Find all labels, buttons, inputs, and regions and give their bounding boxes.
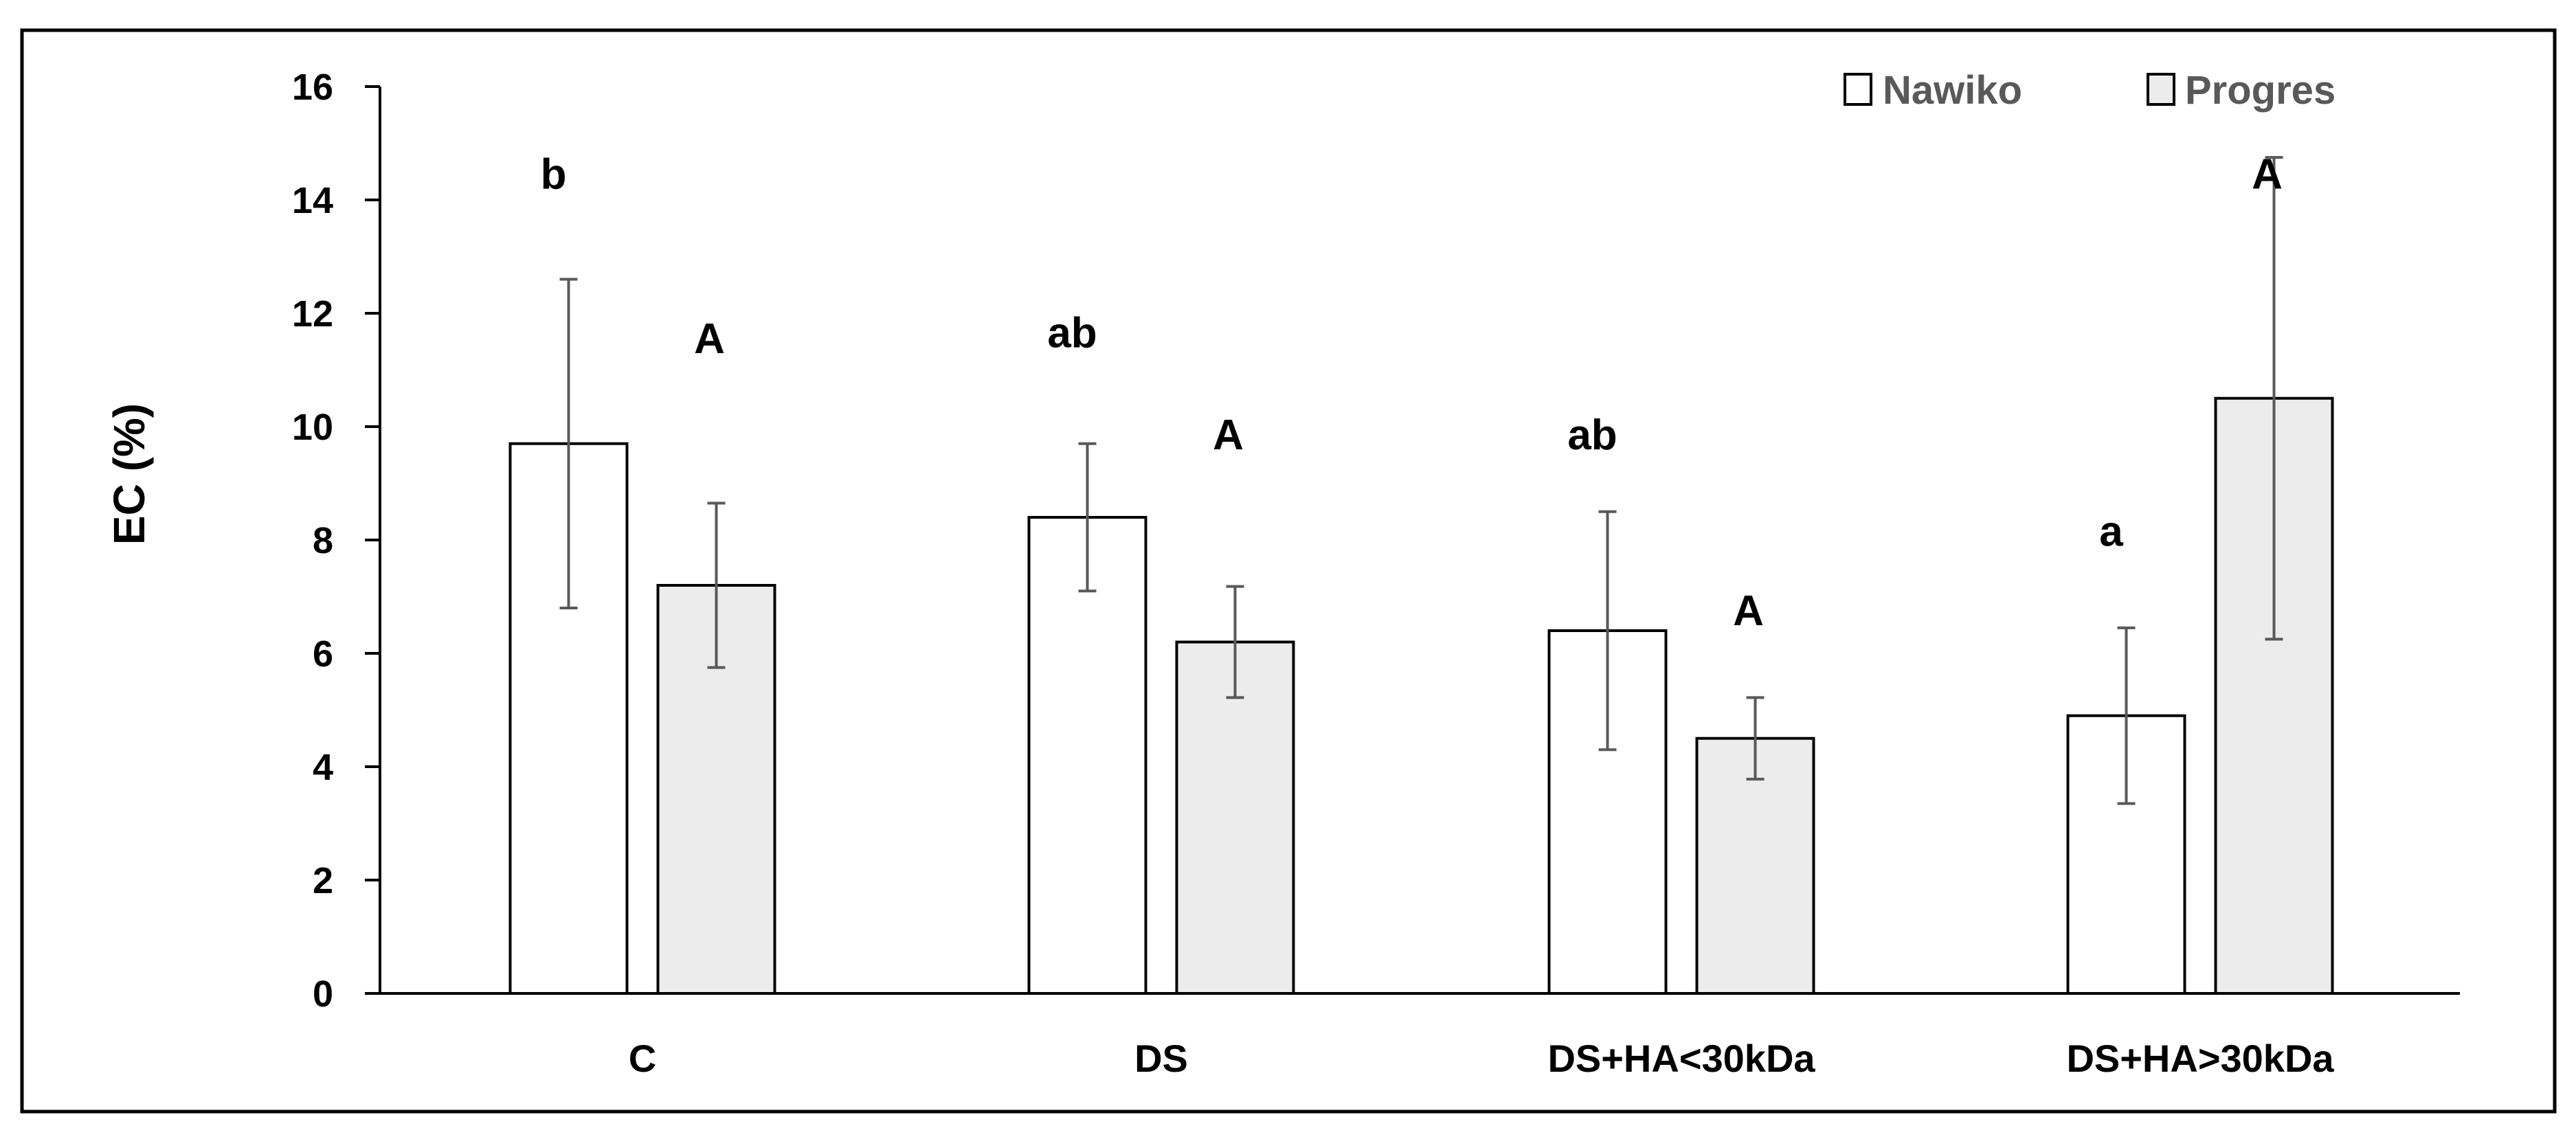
significance-letter-progres: A: [1733, 587, 1764, 635]
x-category-label: DS: [1134, 1037, 1188, 1080]
y-axis-title: EC (%): [104, 403, 154, 545]
y-tick-label: 2: [313, 860, 333, 901]
x-category-label: C: [629, 1037, 656, 1080]
y-tick-label: 12: [292, 293, 333, 335]
bar-nawiko: [1027, 516, 1147, 995]
significance-letter-progres: A: [694, 315, 725, 363]
significance-letter-nawiko: ab: [1567, 412, 1617, 459]
legend-label-progres: Progres: [2185, 68, 2336, 113]
significance-labels: b ab ab a A A A A: [541, 151, 2283, 635]
y-axis: 0 2 4 6 8 10 12 14 16: [292, 67, 381, 1015]
y-tick-label: 4: [313, 747, 333, 788]
significance-letter-nawiko: ab: [1047, 310, 1097, 357]
significance-letter-progres: A: [2252, 151, 2283, 199]
y-tick-label: 8: [313, 520, 333, 561]
significance-letter-progres: A: [1213, 412, 1244, 459]
bar-progres: [1175, 640, 1295, 995]
y-tick-label: 0: [313, 973, 333, 1015]
y-tick-label: 6: [313, 633, 333, 675]
legend-swatch-progres: [2147, 73, 2175, 106]
x-category-label: DS+HA<30kDa: [1547, 1037, 1815, 1080]
y-tick-label: 16: [292, 67, 333, 108]
y-tick-label: 14: [292, 180, 333, 221]
significance-letter-nawiko: b: [541, 151, 567, 199]
error-bars: [559, 156, 2283, 805]
significance-letter-nawiko: a: [2099, 508, 2123, 555]
x-category-label: DS+HA>30kDa: [2066, 1037, 2334, 1080]
legend-label-nawiko: Nawiko: [1883, 68, 2022, 113]
legend: Nawiko Progres: [1844, 68, 2336, 113]
y-tick-label: 10: [292, 407, 333, 448]
legend-swatch-nawiko: [1844, 73, 1872, 106]
bars: [508, 396, 2334, 995]
